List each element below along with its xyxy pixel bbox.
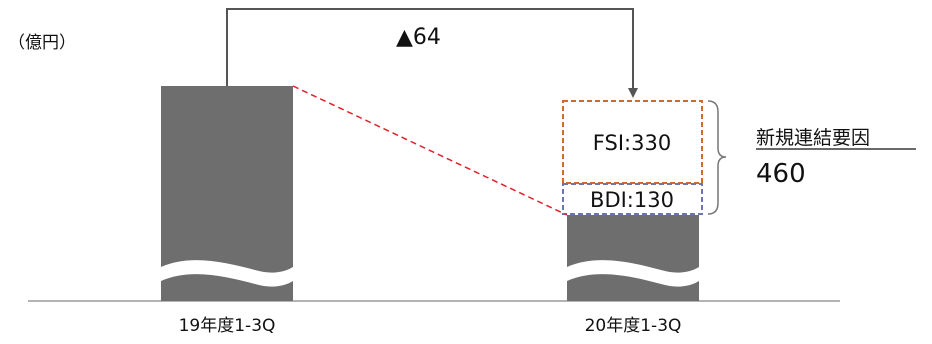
segment-bdi xyxy=(562,183,703,215)
segment-bdi-label: BDI:130 xyxy=(590,188,674,212)
axis-break-mark-19 xyxy=(161,260,293,287)
trend-line xyxy=(292,85,568,216)
bar-20-3q xyxy=(567,215,699,301)
annotation-title: 新規連結要因 xyxy=(756,127,870,149)
axis-break-mark-20 xyxy=(567,260,699,287)
unit-label: （億円） xyxy=(8,33,76,53)
segment-fsi xyxy=(562,100,703,184)
curly-brace xyxy=(707,100,727,215)
category-label-19: 19年度1-3Q xyxy=(179,316,276,336)
segment-fsi-label: FSI:330 xyxy=(593,131,671,155)
category-label-20: 20年度1-3Q xyxy=(585,316,682,336)
change-arrow xyxy=(226,8,638,98)
annotation-value: 460 xyxy=(756,159,806,189)
change-label: ▲64 xyxy=(396,25,441,50)
